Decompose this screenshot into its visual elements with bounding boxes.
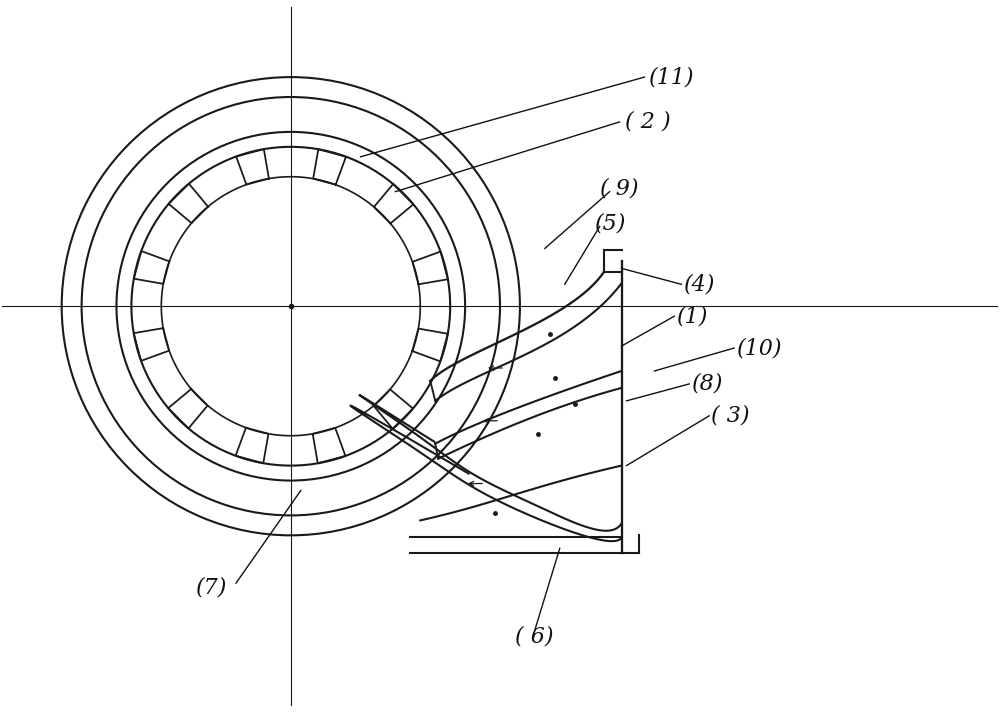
- Text: ( 3): ( 3): [711, 405, 750, 427]
- Text: (7): (7): [196, 576, 228, 598]
- Text: ( 2 ): ( 2 ): [625, 111, 670, 133]
- Text: (10): (10): [737, 337, 783, 359]
- Text: (4): (4): [684, 273, 716, 295]
- Text: (11): (11): [649, 66, 695, 88]
- Text: ( 6): ( 6): [515, 626, 553, 648]
- Text: ( 9): ( 9): [600, 178, 638, 200]
- Text: (5): (5): [595, 213, 626, 234]
- Text: (1): (1): [677, 305, 709, 327]
- Text: (8): (8): [692, 373, 724, 395]
